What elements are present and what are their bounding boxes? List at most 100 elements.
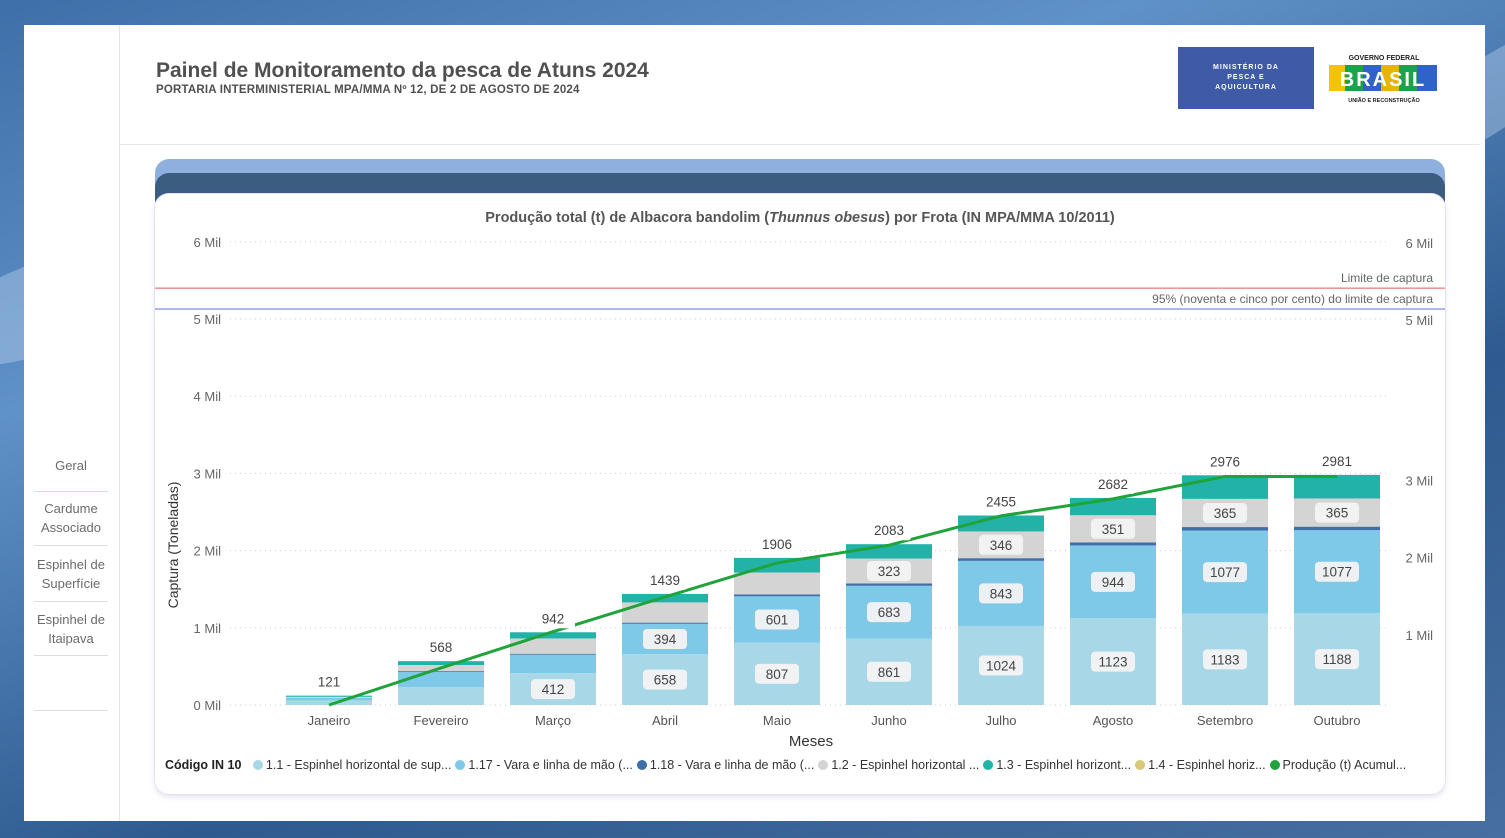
mpa-logo-line: AQUICULTURA <box>1215 84 1277 91</box>
legend-label: 1.17 - Vara e linha de mão (... <box>468 758 633 772</box>
data-label-box <box>1203 502 1247 523</box>
y-tick-label-left: 0 Mil <box>194 698 222 713</box>
legend-item[interactable]: Produção (t) Acumul... <box>1269 758 1407 772</box>
y-axis-title: Captura (Toneladas) <box>165 482 181 609</box>
nav-divider <box>34 545 108 546</box>
data-label: 944 <box>1102 575 1125 590</box>
total-label-box <box>867 521 911 541</box>
data-label: 323 <box>878 564 901 579</box>
legend-marker-icon <box>252 760 263 770</box>
bar-segment <box>1294 474 1380 499</box>
page-subtitle: PORTARIA INTERMINISTERIAL MPA/MMA Nº 12,… <box>156 84 580 96</box>
x-tick-label: Março <box>535 713 571 728</box>
header-divider <box>120 144 1480 145</box>
nav-divider <box>34 491 108 492</box>
sidebar-item-espinhel-superficie[interactable]: Espinhel de Superfície <box>37 557 105 591</box>
data-label: 1024 <box>986 658 1017 673</box>
total-label: 2976 <box>1210 454 1240 469</box>
legend-label: Produção (t) Acumul... <box>1282 758 1407 772</box>
sidebar-item-cardume-associado[interactable]: Cardume Associado <box>41 501 101 535</box>
bar-segment <box>734 572 820 595</box>
data-label-box <box>643 669 687 690</box>
data-label: 807 <box>766 667 789 682</box>
data-label-box <box>1315 502 1359 523</box>
total-label-box <box>531 609 575 629</box>
data-label-box <box>1315 561 1359 582</box>
legend-label: 1.3 - Espinhel horizont... <box>996 758 1132 772</box>
data-label: 658 <box>654 673 677 688</box>
x-tick-label: Junho <box>871 713 906 728</box>
bar-segment <box>398 671 484 672</box>
total-label-box <box>307 672 351 692</box>
bar-segment <box>286 695 372 697</box>
data-label-box <box>755 609 799 630</box>
page-title: Painel de Monitoramento da pesca de Atun… <box>156 59 649 82</box>
data-label-box <box>643 628 687 649</box>
data-label: 1183 <box>1210 652 1239 667</box>
data-label-box <box>867 661 911 682</box>
mpa-logo: MINISTÉRIO DA PESCA E AQUICULTURA <box>1178 47 1314 109</box>
data-label: 365 <box>1214 506 1237 521</box>
x-axis-title: Meses <box>789 733 833 750</box>
data-label: 1077 <box>1210 565 1240 580</box>
bar-segment <box>622 622 708 624</box>
legend-marker-icon <box>818 760 829 770</box>
legend-item[interactable]: 1.18 - Vara e linha de mão (... <box>636 758 815 772</box>
data-label-box <box>531 679 575 700</box>
legend-item[interactable]: 1.3 - Espinhel horizont... <box>983 758 1131 772</box>
legend-marker-icon <box>455 760 466 770</box>
data-label-box <box>979 583 1023 604</box>
chart-legend: Código IN 10 1.1 - Espinhel horizontal d… <box>165 758 1410 772</box>
bar-segment <box>846 583 932 586</box>
x-tick-label: Fevereiro <box>414 713 469 728</box>
bar-segment <box>286 698 372 701</box>
y-tick-label-right: 2 Mil <box>1406 551 1434 566</box>
x-tick-label: Setembro <box>1197 713 1253 728</box>
total-label-box <box>755 534 799 554</box>
x-tick-label: Julho <box>985 713 1016 728</box>
governo-federal-logo: GOVERNO FEDERAL BRASIL UNIÃO E RECONSTRU… <box>1320 47 1448 109</box>
data-label-box <box>1203 649 1247 670</box>
total-label-box <box>1091 474 1135 494</box>
sidebar-item-espinhel-itaipava[interactable]: Espinhel de Itaipava <box>37 612 105 646</box>
data-label-box <box>755 663 799 684</box>
legend-marker-icon <box>983 760 994 770</box>
data-label-box <box>867 602 911 623</box>
bar-segment <box>1182 475 1268 499</box>
y-tick-label-right: 3 Mil <box>1406 473 1434 488</box>
y-tick-label-left: 1 Mil <box>194 621 222 636</box>
data-label: 1077 <box>1322 565 1352 580</box>
legend-item[interactable]: 1.1 - Espinhel horizontal de sup... <box>252 758 451 772</box>
legend-marker-icon <box>1269 760 1280 770</box>
total-label: 1439 <box>650 573 680 588</box>
nav-divider <box>34 710 108 711</box>
bar-segment <box>510 654 596 674</box>
total-label-box <box>643 570 687 590</box>
bar-segment <box>734 594 820 597</box>
bar-segment <box>398 687 484 705</box>
data-label: 351 <box>1102 522 1125 537</box>
y-tick-label-left: 6 Mil <box>194 235 222 250</box>
sidebar-item-geral[interactable]: Geral <box>55 458 87 473</box>
bar-segment <box>398 661 484 666</box>
bar-segment <box>1070 542 1156 546</box>
x-tick-label: Janeiro <box>308 713 351 728</box>
cumulative-production-line <box>328 474 1337 707</box>
data-label-box <box>1091 651 1135 672</box>
chart-title-suffix: ) por Frota (IN MPA/MMA 10/2011) <box>885 210 1115 226</box>
legend-item[interactable]: 1.2 - Espinhel horizontal ... <box>818 758 979 772</box>
x-tick-label: Abril <box>652 713 678 728</box>
data-label-box <box>1203 562 1247 583</box>
bar-segment <box>510 653 596 655</box>
data-label: 861 <box>878 665 901 680</box>
data-label-box <box>979 534 1023 555</box>
legend-label: 1.18 - Vara e linha de mão (... <box>649 758 815 772</box>
legend-item[interactable]: 1.17 - Vara e linha de mão (... <box>455 758 633 772</box>
chart-title: Produção total (t) de Albacora bandolim … <box>155 210 1445 226</box>
total-label-box <box>1203 452 1247 472</box>
data-label-box <box>867 561 911 582</box>
legend-item[interactable]: 1.4 - Espinhel horiz... <box>1135 758 1266 772</box>
gov-logo-top: GOVERNO FEDERAL <box>1349 55 1421 62</box>
bar-segment <box>622 602 708 623</box>
legend-marker-icon <box>636 760 647 770</box>
